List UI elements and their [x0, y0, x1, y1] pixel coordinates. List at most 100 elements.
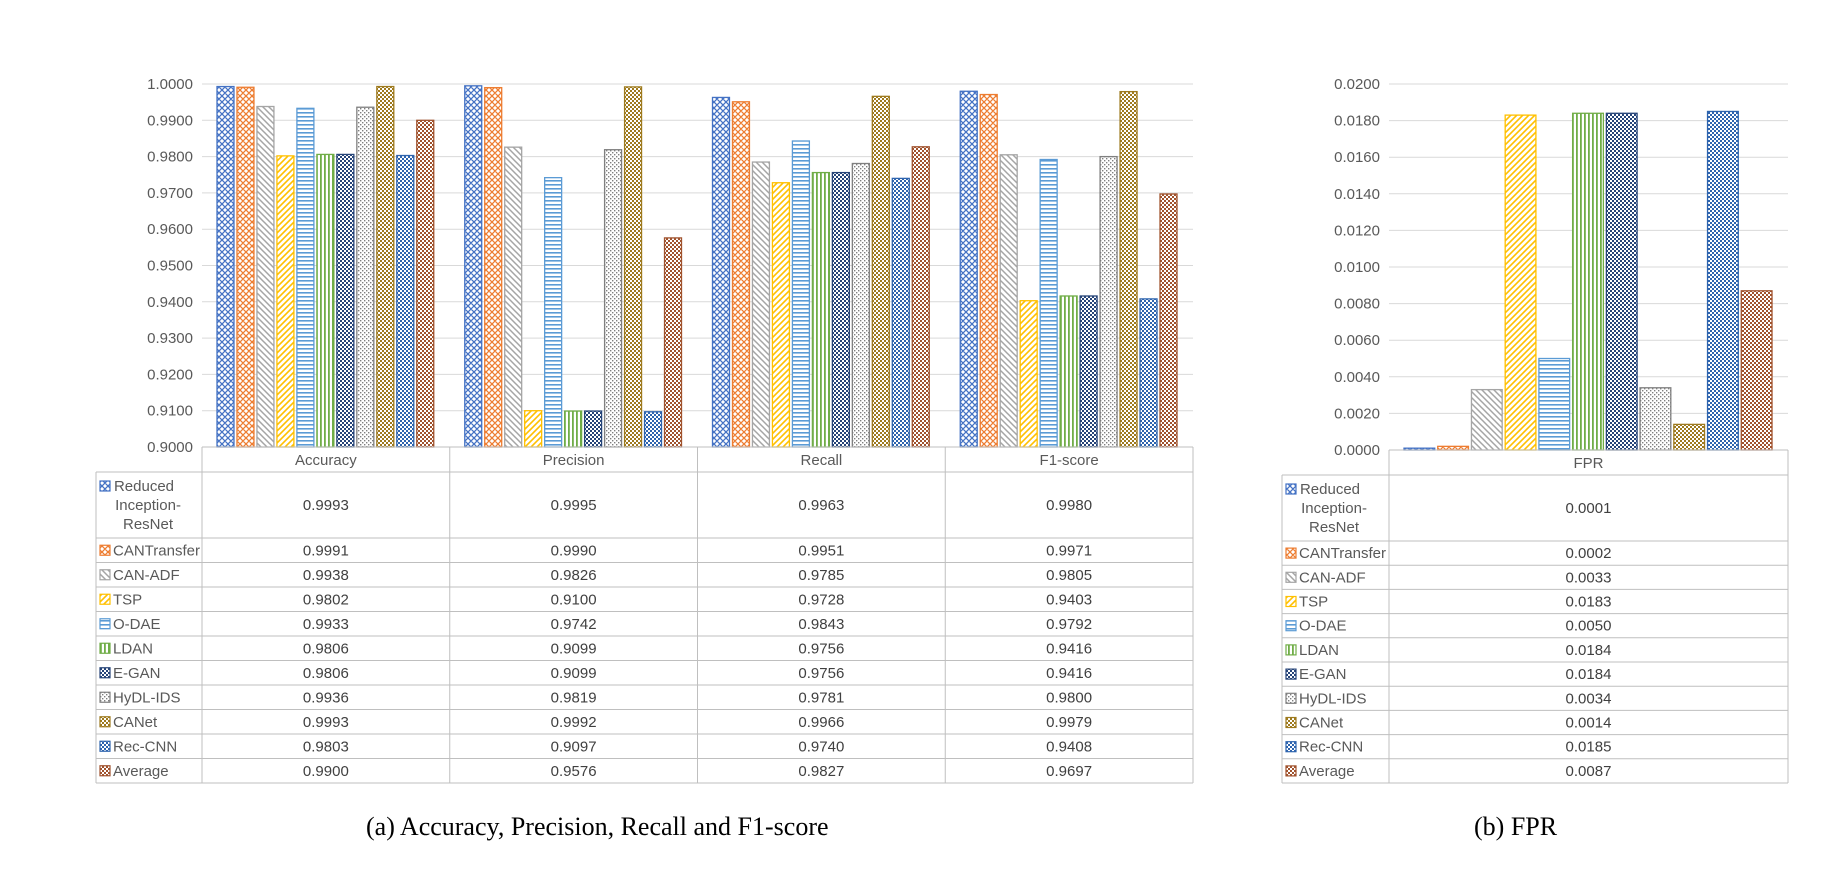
bar-tsp-precision: [524, 410, 543, 448]
table-row-hydl-ids: HyDL-IDS 0.0034: [1285, 690, 1612, 707]
table-cell-value: 0.9995: [551, 497, 597, 514]
bar-cantransfer-precision: [484, 86, 503, 448]
table-cell-value: 0.9100: [551, 591, 597, 608]
legend-swatch: [1285, 765, 1297, 777]
table-cell-value: 0.9992: [551, 714, 597, 731]
bar-tsp-accuracy: [276, 155, 295, 448]
legend-label: TSP: [1299, 594, 1328, 611]
table-cell-value: 0.0014: [1566, 715, 1612, 732]
table-cell-value: 0.9099: [551, 640, 597, 657]
legend-swatch: [1285, 741, 1297, 753]
table-row-average: Average 0.9900 0.9576 0.9827 0.9697: [99, 763, 1092, 780]
y-tick-label: 0.9500: [147, 258, 193, 275]
table-cell-value: 0.9416: [1046, 665, 1092, 682]
table-cell-value: 0.0050: [1566, 618, 1612, 635]
table-cell-value: 0.9800: [1046, 689, 1092, 706]
table-cell-value: 0.9827: [798, 763, 844, 780]
bar-o-dae-accuracy: [296, 107, 315, 448]
legend-label-part: ResNet: [123, 516, 174, 533]
bar-cantransfer-fpr: [1437, 445, 1470, 451]
table-cell-value: 0.9993: [303, 714, 349, 731]
bar-ldan-recall: [811, 171, 831, 448]
legend-swatch: [99, 618, 111, 630]
bar-e-gan-recall: [831, 171, 850, 448]
bar-canet-accuracy: [376, 85, 395, 448]
table-cell-value: 0.9403: [1046, 591, 1092, 608]
bar-tsp-recall: [771, 182, 791, 448]
table-cell-value: 0.9803: [303, 738, 349, 755]
table-cell-value: 0.9971: [1046, 542, 1092, 559]
bar-ldan-f1-score: [1059, 295, 1078, 448]
table-row-reduced-inception-resnet: Reduced Inception- ResNet 0.9993 0.9995 0.996…: [99, 478, 1092, 533]
table-cell-value: 0.9991: [303, 542, 349, 559]
legend-swatch: [99, 544, 111, 556]
legend-label: HyDL-IDS: [113, 689, 181, 706]
table-cell-value: 0.9951: [798, 542, 844, 559]
table-cell-value: 0.9843: [798, 616, 844, 633]
table-cell-value: 0.0184: [1566, 666, 1612, 683]
bar-hydl-ids-fpr: [1639, 387, 1672, 451]
bar-hydl-ids-recall: [851, 162, 870, 448]
bars: [1403, 110, 1773, 451]
bar-ldan-precision: [563, 410, 583, 448]
y-tick-label: 0.9700: [147, 185, 193, 202]
legend-swatch: [99, 480, 111, 492]
table-row-rec-cnn: Rec-CNN 0.0185: [1285, 739, 1611, 756]
legend-swatch: [1285, 716, 1297, 729]
table-row-cantransfer: CANTransfer 0.9991 0.9990 0.9951 0.9971: [99, 542, 1092, 559]
legend-swatch: [1285, 571, 1297, 583]
bar-average-f1-score: [1159, 193, 1178, 448]
chart-metrics: 0.9000 0.9100 0.9200 0.9300 0.9400 0.9500 0.96…: [95, 76, 1194, 784]
table-row-o-dae: O-DAE 0.9933 0.9742 0.9843 0.9792: [99, 616, 1092, 633]
bar-canet-fpr: [1673, 423, 1706, 451]
table-cell-value: 0.9900: [303, 763, 349, 780]
table-cell-value: 0.9785: [798, 567, 844, 584]
legend-label: Average: [1299, 763, 1355, 780]
bar-can-adf-recall: [751, 161, 771, 448]
bar-hydl-ids-f1-score: [1099, 155, 1118, 448]
bar-rec-cnn-f1-score: [1139, 298, 1158, 448]
bar-tsp-fpr: [1504, 114, 1537, 451]
legend-label: O-DAE: [113, 616, 161, 633]
table-cell-value: 0.9576: [551, 763, 597, 780]
table-cell-value: 0.9806: [303, 640, 349, 657]
legend-swatch: [1285, 668, 1297, 680]
table-cell-value: 0.9097: [551, 738, 597, 755]
legend-label: E-GAN: [1299, 666, 1347, 683]
bar-e-gan-accuracy: [336, 153, 355, 448]
legend-swatch: [99, 642, 111, 654]
table-cell-value: 0.0034: [1566, 690, 1612, 707]
table-cell-value: 0.9756: [798, 640, 844, 657]
table-cell-value: 0.9805: [1046, 567, 1092, 584]
table-cell-value: 0.9993: [303, 497, 349, 514]
legend-label: LDAN: [1299, 642, 1339, 659]
legend-label: Rec-CNN: [1299, 739, 1363, 756]
bar-reduced-inception-resnet-precision: [464, 85, 483, 448]
bar-can-adf-precision: [504, 146, 523, 448]
table-cell-value: 0.0001: [1566, 500, 1612, 517]
y-tick-label: 0.9600: [147, 221, 193, 238]
y-tick-label: 0.0160: [1334, 149, 1380, 166]
table-row-ldan: LDAN 0.9806 0.9099 0.9756 0.9416: [99, 640, 1092, 657]
bar-e-gan-precision: [583, 410, 603, 448]
y-tick-label: 0.9000: [147, 439, 193, 456]
bar-cantransfer-accuracy: [236, 86, 255, 448]
y-tick-label: 0.0180: [1334, 113, 1380, 130]
table-cell-value: 0.0033: [1566, 569, 1612, 586]
table-row-can-adf: CAN-ADF 0.0033: [1285, 569, 1612, 586]
y-tick-label: 0.9400: [147, 294, 193, 311]
category-label-precision: Precision: [543, 452, 605, 469]
bar-o-dae-fpr: [1538, 357, 1571, 451]
bar-o-dae-precision: [544, 177, 563, 448]
legend-label: CANet: [1299, 715, 1344, 732]
legend-swatch: [1285, 547, 1297, 559]
table-row-cantransfer: CANTransfer 0.0002: [1285, 545, 1611, 562]
y-tick-label: 0.0080: [1334, 296, 1380, 313]
bar-canet-f1-score: [1119, 90, 1138, 448]
legend-label: CAN-ADF: [113, 567, 180, 584]
bar-hydl-ids-precision: [603, 149, 623, 448]
caption-b: (b) FPR: [1474, 812, 1558, 841]
bar-ldan-fpr: [1571, 112, 1605, 451]
bar-rec-cnn-fpr: [1706, 110, 1739, 451]
category-label-fpr: FPR: [1574, 455, 1604, 472]
